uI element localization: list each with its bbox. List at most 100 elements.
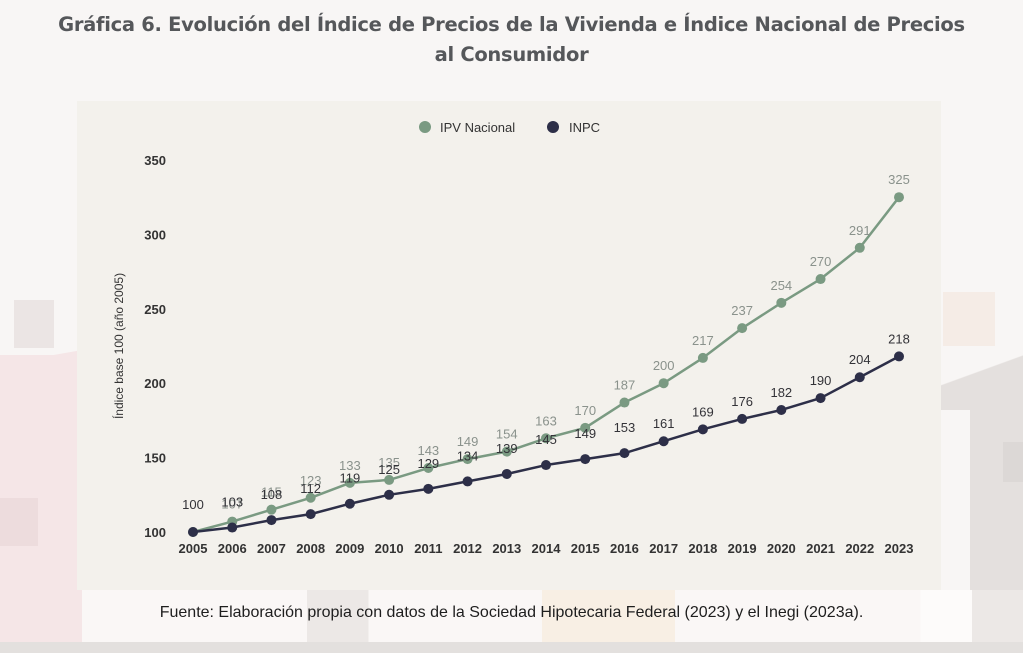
data-label-ipv: 270 [810,254,832,269]
data-label-inpc: 108 [261,487,283,502]
legend-label-ipv: IPV Nacional [440,120,515,135]
data-point-inpc [305,509,316,520]
data-point-ipv [305,492,316,503]
x-tick-label: 2022 [845,541,874,556]
x-tick-label: 2007 [257,541,286,556]
data-point-ipv [580,422,591,433]
y-tick-label: 100 [144,525,166,540]
data-label-inpc: 129 [417,456,439,471]
data-label-ipv: 163 [535,413,557,428]
data-point-inpc [658,436,669,447]
data-label-inpc: 139 [496,441,518,456]
data-label-ipv: 200 [653,358,675,373]
data-labels: 107 115 123 133 135 143 149 154 163 170 187 200 217 2… [182,172,910,512]
legend-label-inpc: INPC [569,120,600,135]
data-label-ipv: 115 [261,485,282,500]
data-point-ipv [384,474,395,485]
y-axis-label: Índice base 100 (año 2005) [111,273,126,419]
data-label-inpc: 112 [300,481,321,496]
x-tick-label: 2014 [532,541,562,556]
series-group [188,192,904,537]
data-point-ipv [776,297,787,308]
data-point-inpc [227,522,238,533]
data-point-ipv [658,378,669,389]
data-label-inpc: 169 [692,404,714,419]
x-tick-label: 2006 [218,541,247,556]
data-point-inpc [188,527,198,537]
data-label-inpc: 161 [653,416,675,431]
chart-panel [77,101,941,590]
data-point-ipv [344,477,355,488]
data-point-inpc [501,468,512,479]
legend-marker-inpc [547,121,559,133]
y-tick-label: 350 [144,153,166,168]
chart-title-line-2: al Consumidor [434,43,589,66]
data-point-inpc [541,460,551,471]
data-point-ipv [266,504,277,515]
y-tick-label: 300 [144,227,166,242]
data-label-ipv: 123 [300,473,322,488]
data-label-inpc: 190 [810,373,832,388]
data-point-ipv [501,446,512,457]
data-label-ipv: 237 [731,303,753,318]
data-label-ipv: 254 [770,278,792,293]
legend-marker-ipv [419,121,431,133]
data-point-inpc [619,448,630,459]
data-label-inpc: 204 [849,352,871,367]
data-point-inpc [423,483,434,494]
data-point-ipv [854,242,865,253]
x-tick-label: 2016 [610,541,639,556]
data-point-ipv [619,397,630,408]
data-label-inpc: 176 [731,394,753,409]
data-label-ipv: 143 [417,443,439,458]
background-house [970,405,1023,625]
y-tick-label: 250 [144,302,166,317]
y-tick-label: 200 [144,376,166,391]
background-house [0,355,78,625]
data-point-ipv [697,352,708,363]
data-label-ipv: 187 [614,378,636,393]
source-note: Fuente: Elaboración propia con datos de … [159,604,864,621]
data-point-inpc [894,351,904,362]
data-label-inpc: 182 [770,385,792,400]
data-label-inpc: 125 [378,462,400,477]
x-tick-label: 2019 [728,541,757,556]
data-point-ipv [462,454,473,465]
x-tick-label: 2008 [296,541,325,556]
background-strip [0,590,1023,642]
data-label-inpc: 119 [340,471,361,486]
x-tick-label: 2023 [885,541,914,556]
data-point-ipv [541,433,551,444]
x-tick-label: 2017 [649,541,678,556]
x-tick-label: 2020 [767,541,796,556]
data-label-inpc: 145 [535,432,557,447]
background-window [0,498,38,546]
y-axis: 100 150 200 250 300 350 [144,153,166,540]
data-label-ipv: 135 [378,455,400,470]
data-label-inpc: 134 [457,448,479,463]
chart-title-line-1: Gráfica 6. Evolución del Índice de Preci… [58,13,965,36]
legend: IPV Nacional INPC [419,120,600,135]
data-point-ipv [894,192,904,203]
chart-title: Gráfica 6. Evolución del Índice de Preci… [0,10,1023,70]
data-label-ipv: 325 [888,172,910,187]
data-point-inpc [266,515,277,526]
data-label-inpc: 218 [888,331,910,346]
y-tick-label: 150 [144,451,166,466]
data-label-ipv: 170 [574,403,596,418]
data-label-inpc: 153 [614,420,636,435]
x-tick-label: 2012 [453,541,482,556]
x-axis: 2005 2006 2007 2008 2009 2010 2011 2012 2013 2014… [179,541,914,556]
background-roof [940,330,1023,410]
data-point-inpc [344,498,355,509]
x-tick-label: 2005 [179,541,208,556]
data-point-inpc [737,413,748,424]
data-point-inpc [776,404,787,415]
data-label-ipv: 217 [692,333,714,348]
background-bottom-band [0,642,1023,653]
data-point-inpc [854,372,865,383]
x-tick-label: 2009 [335,541,364,556]
data-label-ipv: 133 [339,458,361,473]
data-point-ipv [423,463,434,474]
